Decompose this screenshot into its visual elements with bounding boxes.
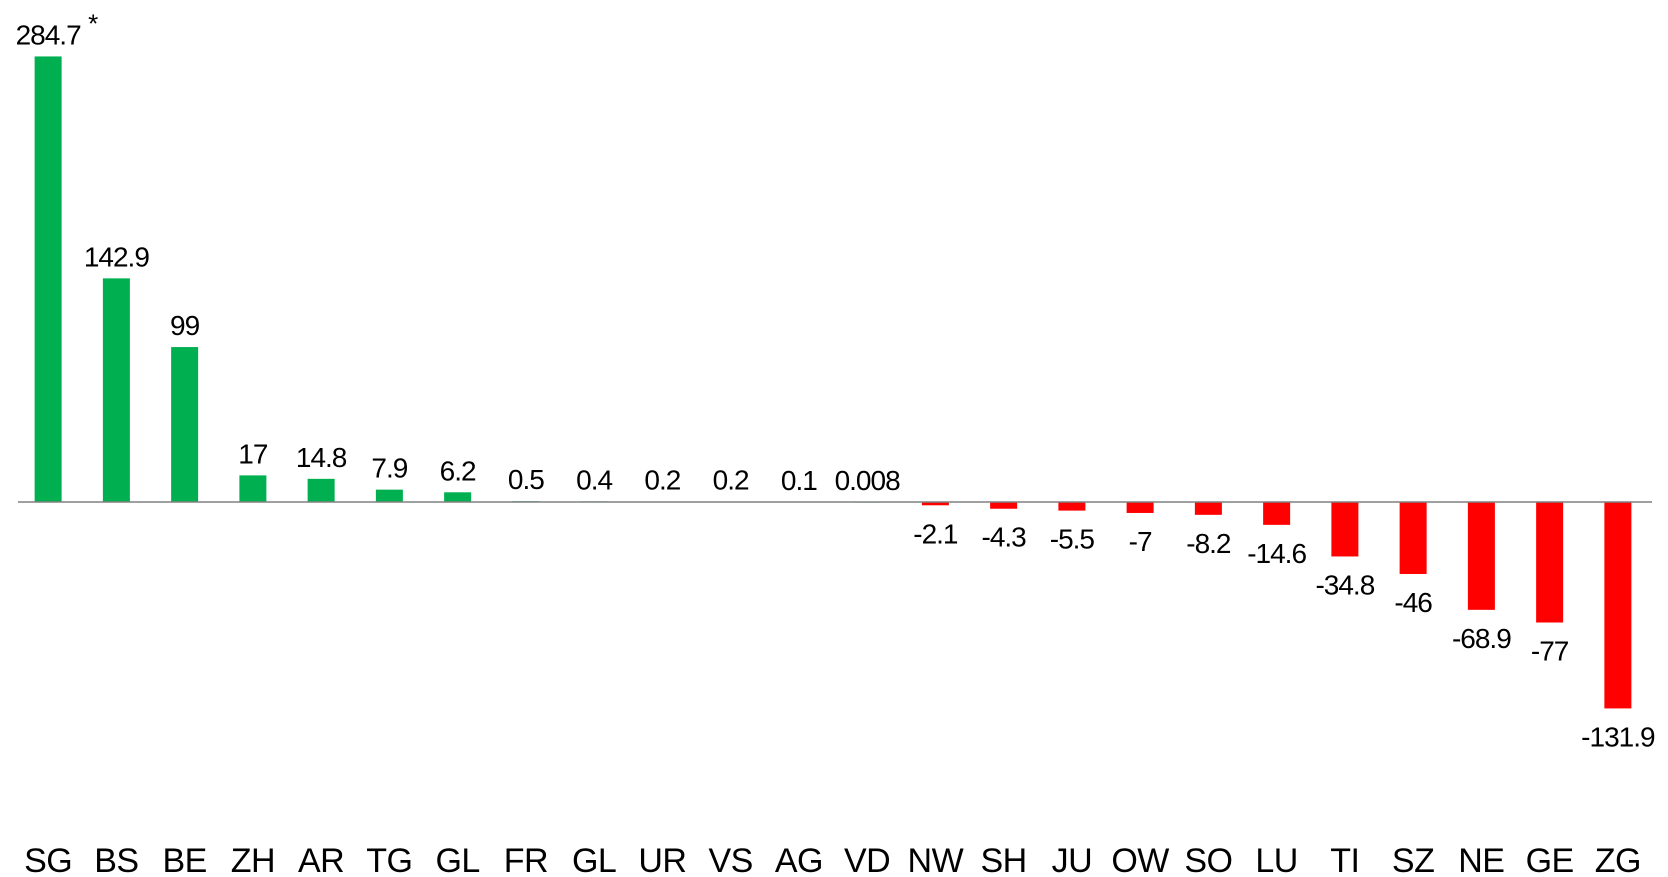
value-label: 0.008 [835,465,900,496]
bar-bs-1 [102,278,130,502]
bar-zh-3 [239,475,267,502]
bar-tg-5 [375,489,403,502]
category-label: JU [1052,842,1093,877]
category-label: GE [1526,842,1574,877]
value-label: 0.1 [781,465,817,496]
category-label: TG [366,842,412,877]
category-label: AR [298,842,344,877]
bar-ow-16 [1126,502,1154,513]
category-label: VD [844,842,890,877]
bar-zg-23 [1604,502,1632,709]
bars-group [34,56,1632,709]
bar-sz-20 [1399,502,1427,574]
value-label: -7 [1129,526,1152,557]
category-label: SZ [1392,842,1434,877]
bar-ge-22 [1536,502,1564,623]
category-label: NE [1458,842,1504,877]
category-label: ZG [1595,842,1641,877]
category-labels-group: SG BS BE ZH AR TG GL FR GL UR VS AG VD NW SH JU OW SO LU TI… [24,842,1641,877]
category-label: FR [504,842,548,877]
value-label: 7.9 [371,453,407,484]
category-label: OW [1111,842,1169,877]
category-label: NW [908,842,964,877]
bar-be-2 [171,347,199,502]
value-label: 0.2 [713,465,749,496]
bar-gl-6 [444,492,472,502]
value-label: -131.9 [1581,721,1655,752]
value-label: 142.9 [84,241,149,272]
value-label: 0.5 [508,464,544,495]
annotations-group: * [88,8,98,38]
category-label: SO [1184,842,1232,877]
category-label: ZH [231,842,275,877]
bar-sg-0 [34,56,62,502]
bar-ti-19 [1331,502,1359,557]
value-label: 99 [170,310,200,341]
value-label: -5.5 [1050,524,1095,555]
category-label: LU [1255,842,1297,877]
annotation-mark: * [88,8,98,38]
bar-ju-15 [1058,502,1086,511]
value-label: -68.9 [1452,623,1511,654]
bar-ar-4 [307,478,335,502]
value-label: 6.2 [440,455,476,486]
category-label: SH [981,842,1027,877]
value-label: 17 [238,438,268,469]
value-label: 284.7 [16,19,81,50]
value-labels-group: 284.7 142.9 99 17 14.8 7.9 6.2 0.5 0.4 0.2 0.2 0.1 0… [16,19,1656,752]
value-label: -34.8 [1315,569,1374,600]
category-label: UR [638,842,686,877]
value-label: 14.8 [296,442,347,473]
category-label: BS [94,842,138,877]
bar-lu-18 [1263,502,1291,525]
bar-ne-21 [1467,502,1495,610]
bar-sh-14 [990,502,1018,509]
value-label: 0.4 [576,464,612,495]
value-label: -4.3 [982,522,1027,553]
category-label: GL [572,842,616,877]
category-label: VS [708,842,752,877]
value-label: -14.6 [1247,538,1306,569]
bar-nw-13 [921,502,949,506]
category-label: SG [24,842,72,877]
category-label: BE [162,842,206,877]
value-label: -77 [1531,636,1569,667]
value-label: 0.2 [644,465,680,496]
value-label: -46 [1394,587,1432,618]
category-label: GL [435,842,479,877]
value-label: -8.2 [1186,528,1231,559]
category-label: TI [1330,842,1359,877]
value-label: -2.1 [913,518,958,549]
bar-so-17 [1194,502,1222,515]
category-label: AG [775,842,823,877]
